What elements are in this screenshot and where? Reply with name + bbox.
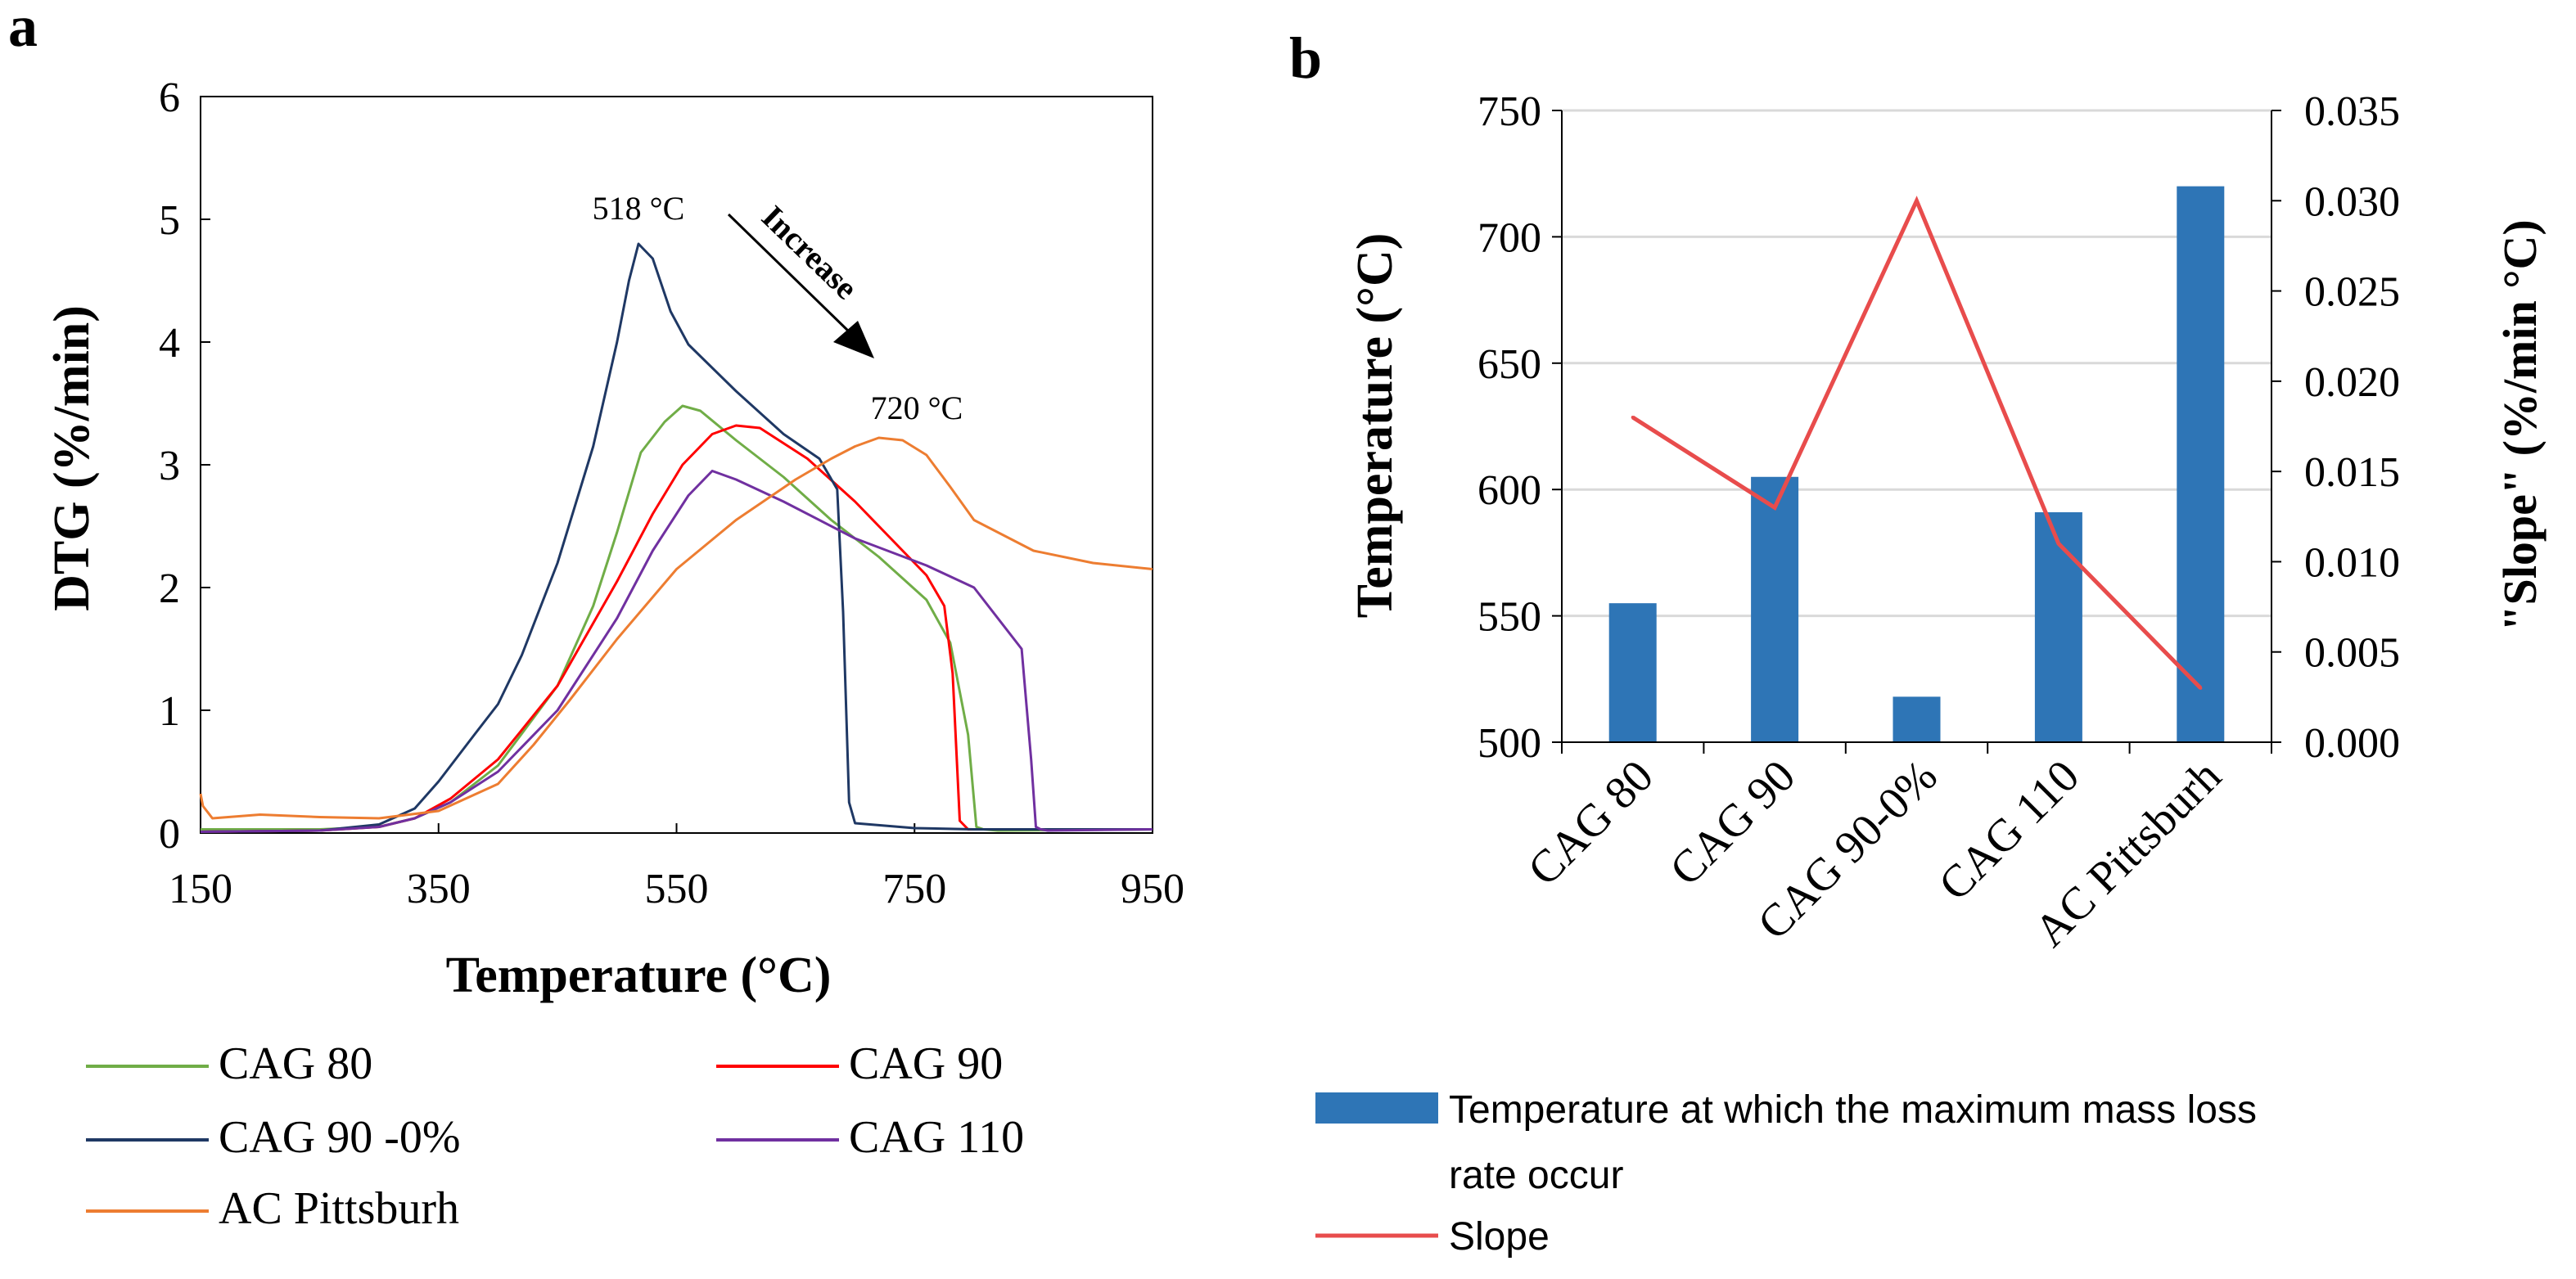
panel-b-left-tick-label: 650 — [1477, 341, 1541, 388]
panel-b-left-tick-label: 600 — [1477, 467, 1541, 514]
panel-b-right-tick-label: 0.035 — [2304, 88, 2400, 135]
panel-b-category-label: CAG 90 — [1660, 750, 1805, 895]
panel-a-y-tick-label: 4 — [159, 320, 180, 367]
panel-a-y-axis-title: DTG (%/min) — [44, 305, 100, 611]
legend-bar-swatch — [1315, 1092, 1438, 1124]
panel-b-right-tick-label: 0.000 — [2304, 720, 2400, 767]
legend-label: CAG 110 — [849, 1112, 1024, 1163]
panel-b-right-tick-label: 0.010 — [2304, 539, 2400, 586]
panel-b-left-tick-label: 700 — [1477, 214, 1541, 261]
panel-b-bars — [1608, 186, 2225, 742]
panel-a-label: a — [8, 0, 38, 59]
panel-b-right-tick-label: 0.025 — [2304, 269, 2400, 316]
slope-point — [1915, 199, 1919, 203]
series-line-ac-pittsburh — [199, 436, 1153, 820]
bar-ac-pittsburh — [2177, 186, 2225, 742]
panel-a-x-axis-title: Temperature (°C) — [446, 948, 832, 1003]
panel-a-legend: CAG 80 CAG 90 CAG 90 -0% CAG 110 AC Pittsbur… — [86, 1038, 1024, 1234]
panel-b-left-axis-title: Temperature (°C) — [1347, 233, 1403, 619]
panel-a-y-tick-label: 6 — [159, 74, 180, 121]
panel-b-slope-line — [1631, 196, 2203, 690]
increase-arrow-line — [727, 213, 853, 336]
increase-annotation: Increase — [755, 198, 865, 306]
panel-b-right-ticks: 0.000 0.005 0.010 0.015 0.020 0.025 0.030 0.035 — [2271, 88, 2400, 767]
panel-b-left-ticks: 500 550 600 650 700 750 — [1477, 88, 1562, 767]
panel-b-left-tick-label: 550 — [1477, 594, 1541, 641]
slope-point — [1631, 415, 1635, 419]
panel-b-axes — [1561, 110, 2272, 754]
peak-518-annotation: 518 °C — [593, 190, 685, 227]
peak-720-annotation: 720 °C — [871, 390, 963, 426]
panel-a-y-tick-label: 3 — [159, 443, 180, 489]
panel-b-left-tick-label: 500 — [1477, 720, 1541, 767]
panel-a-x-tick-label: 950 — [1121, 866, 1184, 912]
panel-a-y-tick-label: 2 — [159, 565, 180, 612]
bar-cag-90 — [1751, 476, 1799, 742]
bar-cag-110 — [2034, 511, 2082, 742]
panel-b-right-tick-label: 0.030 — [2304, 178, 2400, 225]
series-line-cag-110 — [200, 470, 1153, 833]
panel-a-series — [199, 242, 1153, 833]
panel-a-x-tick-label: 350 — [407, 866, 471, 912]
bar-cag-90-0- — [1893, 696, 1941, 742]
panel-a-y-tick-label: 0 — [159, 811, 180, 858]
legend-label: CAG 90 — [849, 1038, 1003, 1089]
panel-a-x-ticks: 150 350 550 750 950 — [169, 823, 1184, 912]
panel-b-right-axis-title: "Slope" (%/min °C) — [2493, 219, 2547, 631]
panel-b-left-tick-label: 750 — [1477, 88, 1541, 135]
legend-bar-label-line1: Temperature at which the maximum mass lo… — [1449, 1088, 2257, 1132]
panel-b-right-tick-label: 0.020 — [2304, 359, 2400, 406]
legend-label: AC Pittsburh — [219, 1183, 459, 1234]
legend-label: CAG 90 -0% — [219, 1112, 461, 1163]
panel-b-label: b — [1289, 25, 1322, 91]
series-line-cag-90 — [200, 424, 1153, 833]
legend-label: CAG 80 — [219, 1038, 372, 1089]
panel-a-x-tick-label: 750 — [882, 866, 946, 912]
panel-a-y-ticks: 0 1 2 3 4 5 6 — [159, 74, 210, 858]
panel-b-right-tick-label: 0.005 — [2304, 630, 2400, 677]
bar-cag-80 — [1608, 603, 1657, 742]
panel-b-gridlines — [1562, 109, 2271, 618]
panel-a-x-tick-label: 150 — [169, 866, 232, 912]
panel-b: b 500 550 600 650 700 750 0.000 0.005 0.010 0.01… — [1289, 25, 2547, 1259]
legend-slope-label: Slope — [1449, 1215, 1550, 1259]
panel-b-right-tick-label: 0.015 — [2304, 449, 2400, 496]
increase-arrowhead-icon — [833, 321, 874, 358]
slope-point — [2199, 686, 2203, 690]
series-line-cag-80 — [201, 404, 1153, 832]
panel-a-y-tick-label: 1 — [159, 688, 180, 735]
panel-a-y-tick-label: 5 — [159, 197, 180, 244]
slope-point — [1773, 506, 1777, 510]
slope-point — [2056, 542, 2060, 546]
legend-bar-label-line2: rate occur — [1449, 1154, 1623, 1197]
series-line-cag-90-0- — [200, 242, 1153, 833]
panel-b-category-label: CAG 80 — [1518, 750, 1663, 895]
panel-a-x-tick-label: 550 — [645, 866, 709, 912]
